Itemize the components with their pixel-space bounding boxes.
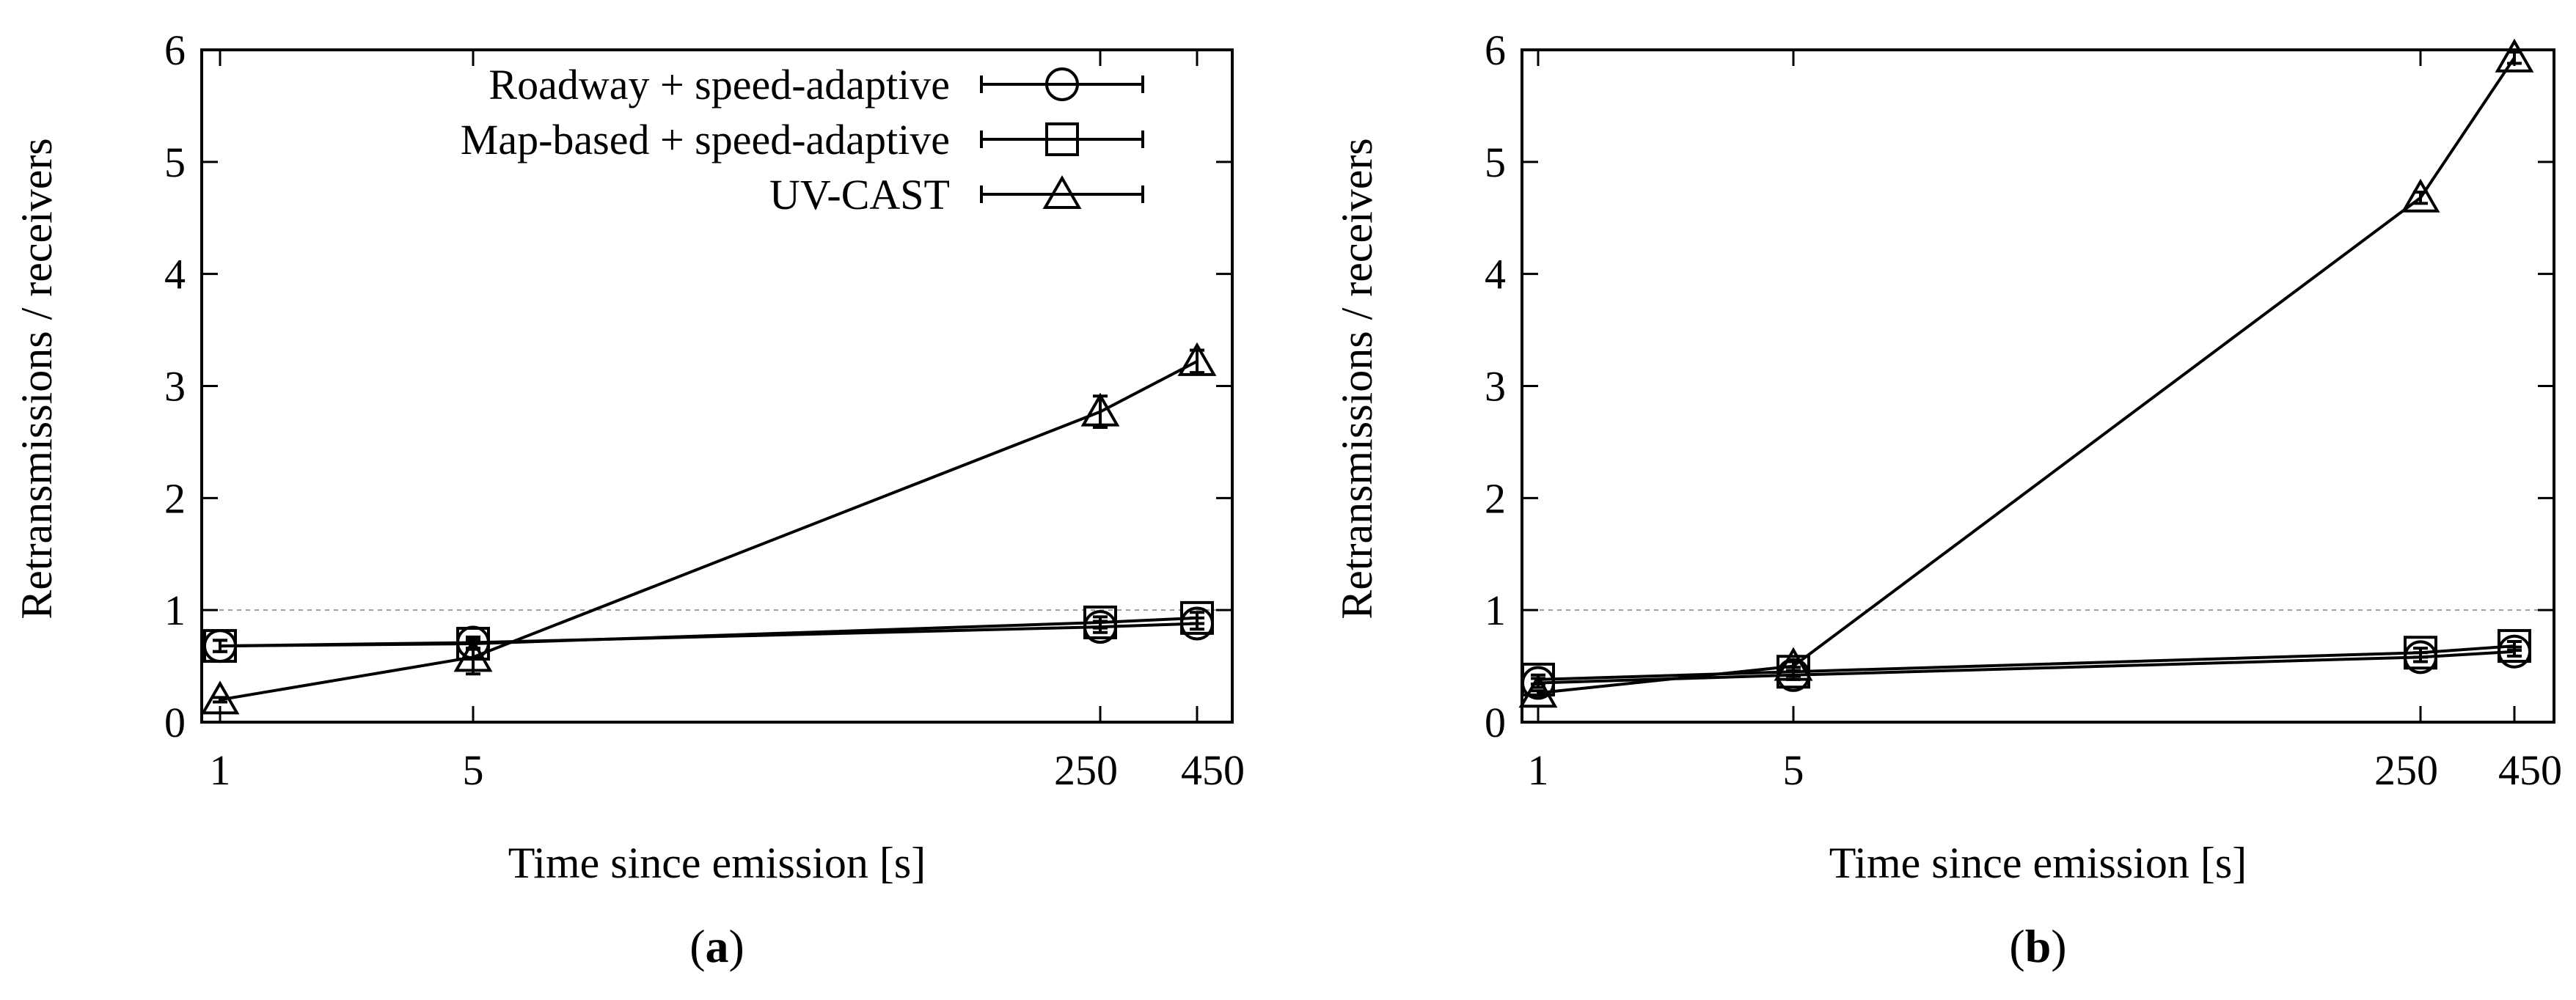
x-tick-label: 250 xyxy=(1054,746,1118,794)
x-axis-label: Time since emission [s] xyxy=(508,839,926,887)
y-tick-label: 5 xyxy=(164,139,186,186)
data-point-square xyxy=(1180,600,1214,635)
y-tick-label: 6 xyxy=(164,26,186,74)
y-tick-label: 4 xyxy=(1485,251,1506,298)
x-tick-label: 1 xyxy=(210,746,231,794)
data-point-triangle xyxy=(2401,178,2440,213)
y-axis-label: Retransmissions / receivers xyxy=(12,138,61,620)
x-tick-label: 1 xyxy=(1528,746,1549,794)
data-point-triangle xyxy=(200,680,240,715)
data-point-triangle xyxy=(453,638,493,672)
y-tick-label: 1 xyxy=(1485,587,1506,634)
series-line xyxy=(219,616,1198,648)
data-point-square xyxy=(203,629,237,663)
legend-label: UV-CAST xyxy=(769,171,950,218)
y-tick-label: 3 xyxy=(164,363,186,411)
legend: Roadway + speed-adaptive Map-based + spee… xyxy=(461,61,1144,218)
series-triangle xyxy=(200,342,1217,715)
data-point-square xyxy=(1777,655,1810,689)
legend-marker-circle xyxy=(1045,67,1079,101)
y-tick-label: 1 xyxy=(164,587,186,634)
panel-label: (a) xyxy=(689,920,744,972)
x-tick-label: 450 xyxy=(1181,746,1245,794)
legend-marker-square xyxy=(1045,122,1079,156)
x-tick-label: 250 xyxy=(2374,746,2438,794)
series-triangle xyxy=(1518,38,2534,708)
data-point-triangle xyxy=(2495,38,2534,73)
data-point-square xyxy=(1083,605,1117,639)
legend-label: Roadway + speed-adaptive xyxy=(489,61,950,109)
legend-marker-triangle xyxy=(1042,174,1082,209)
data-point-square xyxy=(2498,629,2531,663)
x-tick-label: 5 xyxy=(463,746,484,794)
plot-frame xyxy=(200,48,1234,724)
data-point-triangle xyxy=(1518,674,1558,708)
y-tick-label: 3 xyxy=(1485,363,1506,411)
data-point-triangle xyxy=(1177,342,1217,376)
x-axis-label: Time since emission [s] xyxy=(1829,839,2247,887)
data-point-square xyxy=(2404,636,2437,670)
series-line xyxy=(1537,56,2516,695)
y-tick-label: 0 xyxy=(1485,699,1506,746)
legend-label: Map-based + speed-adaptive xyxy=(461,116,950,163)
y-tick-label: 2 xyxy=(1485,474,1506,522)
y-tick-label: 0 xyxy=(164,699,186,746)
y-tick-label: 5 xyxy=(1485,139,1506,186)
series-line xyxy=(1537,644,2515,681)
series-line xyxy=(219,360,1198,702)
series-square xyxy=(203,600,1214,663)
plot-frame xyxy=(1521,48,2555,724)
y-tick-label: 4 xyxy=(164,251,186,298)
data-point-triangle xyxy=(1080,392,1120,427)
series-circle xyxy=(1521,634,2531,700)
x-tick-label: 450 xyxy=(2498,746,2562,794)
y-tick-label: 2 xyxy=(164,474,186,522)
y-axis-label: Retransmissions / receivers xyxy=(1333,138,1381,620)
panel-label: (b) xyxy=(2009,920,2066,972)
x-tick-label: 5 xyxy=(1783,746,1804,794)
y-tick-label: 6 xyxy=(1485,26,1506,74)
series-square xyxy=(1521,629,2531,696)
data-point-triangle xyxy=(1774,647,1813,681)
